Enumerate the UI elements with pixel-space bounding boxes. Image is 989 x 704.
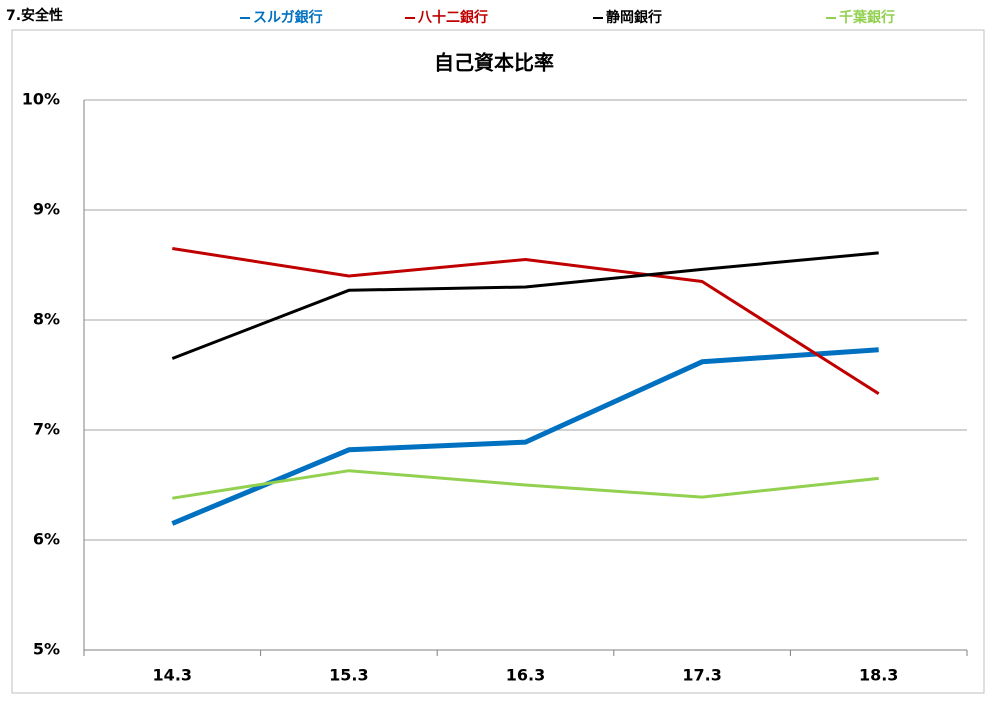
y-tick-label: 8% (33, 310, 60, 329)
y-tick-label: 10% (22, 90, 60, 109)
series-line (172, 469, 879, 500)
series-line (171, 251, 879, 360)
series-line (171, 347, 879, 526)
legend-label: スルガ銀行 (253, 9, 323, 26)
y-tick-label: 5% (33, 640, 60, 659)
legend-label: 静岡銀行 (606, 9, 662, 26)
x-tick-label: 15.3 (329, 666, 368, 685)
y-tick-label: 9% (33, 200, 60, 219)
x-tick-label: 14.3 (153, 666, 192, 685)
x-tick-label: 18.3 (859, 666, 898, 685)
x-tick-label: 17.3 (682, 666, 721, 685)
section-label: 7.安全性 (6, 7, 63, 24)
series-line (172, 247, 880, 395)
y-tick-label: 7% (33, 420, 60, 439)
chart-frame (11, 29, 985, 694)
legend-label: 八十二銀行 (417, 9, 488, 26)
chart-title: 自己資本比率 (434, 51, 554, 75)
legend-label: 千葉銀行 (839, 9, 895, 26)
x-tick-label: 16.3 (506, 666, 545, 685)
y-tick-label: 6% (33, 530, 60, 549)
